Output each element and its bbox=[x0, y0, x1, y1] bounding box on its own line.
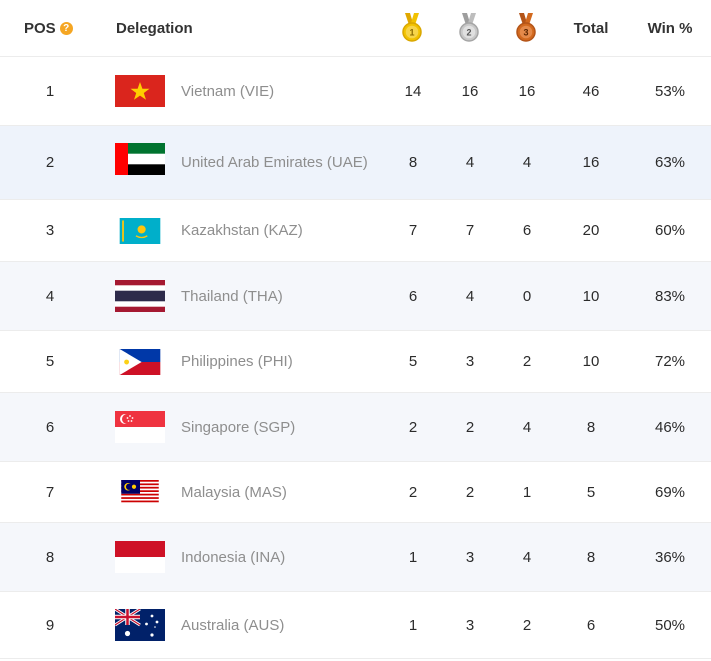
row-bronze: 2 bbox=[522, 616, 532, 634]
silver-medal-number: 2 bbox=[466, 28, 471, 38]
row-silver: 7 bbox=[465, 222, 475, 239]
silver-medal-icon[interactable]: 2 bbox=[458, 0, 480, 56]
row-total: 46 bbox=[582, 82, 600, 100]
row-gold: 2 bbox=[408, 483, 418, 501]
row-name[interactable]: Singapore (SGP) bbox=[181, 418, 296, 436]
row-pos: 5 bbox=[45, 353, 55, 370]
row-gold: 8 bbox=[408, 154, 418, 171]
row-bronze: 4 bbox=[522, 154, 532, 171]
flag-indonesia-icon bbox=[115, 523, 165, 591]
header-delegation[interactable]: Delegation bbox=[116, 19, 193, 37]
flag-malaysia-icon bbox=[115, 462, 165, 522]
row-bronze: 0 bbox=[522, 287, 532, 305]
row-total: 20 bbox=[582, 222, 600, 239]
table-row[interactable]: 5 Philippines (PHI) 5 3 2 10 72% bbox=[0, 331, 711, 393]
row-silver: 3 bbox=[465, 548, 475, 566]
row-bronze: 2 bbox=[522, 353, 532, 370]
row-total: 6 bbox=[586, 616, 596, 634]
flag-uae-icon bbox=[115, 126, 165, 175]
row-win: 50% bbox=[654, 616, 686, 634]
row-silver: 4 bbox=[465, 154, 475, 171]
row-win: 53% bbox=[654, 82, 686, 100]
header-win[interactable]: Win % bbox=[647, 19, 693, 37]
flag-australia-icon bbox=[115, 592, 165, 658]
row-win: 60% bbox=[654, 222, 686, 239]
table-row[interactable]: 3 Kazakhstan (KAZ) 7 7 6 20 60% bbox=[0, 200, 711, 262]
header-total[interactable]: Total bbox=[573, 19, 609, 37]
row-pos: 6 bbox=[45, 418, 55, 436]
row-win: 46% bbox=[654, 418, 686, 436]
row-name[interactable]: Philippines (PHI) bbox=[181, 353, 293, 370]
row-total: 10 bbox=[582, 287, 600, 305]
row-pos: 8 bbox=[45, 548, 55, 566]
row-total: 8 bbox=[586, 548, 596, 566]
row-pos: 4 bbox=[45, 287, 55, 305]
row-gold: 1 bbox=[408, 548, 418, 566]
header-pos[interactable]: POS ? bbox=[24, 0, 73, 56]
row-bronze: 1 bbox=[522, 483, 532, 501]
flag-kazakhstan-icon bbox=[115, 200, 165, 261]
row-pos: 7 bbox=[45, 483, 55, 501]
row-pos: 2 bbox=[45, 154, 55, 171]
row-win: 83% bbox=[654, 287, 686, 305]
row-silver: 2 bbox=[465, 483, 475, 501]
table-row[interactable]: 8 Indonesia (INA) 1 3 4 8 36% bbox=[0, 523, 711, 592]
bronze-medal-number: 3 bbox=[523, 28, 528, 38]
table-row[interactable]: 9 Australia (AUS) 1 3 2 6 50% bbox=[0, 592, 711, 659]
row-win: 72% bbox=[654, 353, 686, 370]
row-total: 16 bbox=[582, 154, 600, 171]
row-silver: 4 bbox=[465, 287, 475, 305]
row-silver: 16 bbox=[461, 82, 479, 100]
flag-singapore-icon bbox=[115, 393, 165, 461]
row-name[interactable]: Indonesia (INA) bbox=[181, 548, 286, 566]
help-icon[interactable]: ? bbox=[59, 21, 73, 35]
row-pos: 9 bbox=[45, 616, 55, 634]
row-name[interactable]: Thailand (THA) bbox=[181, 287, 283, 305]
table-row[interactable]: 6 Singapore (SGP) 2 2 4 8 46% bbox=[0, 393, 711, 462]
table-row[interactable]: 1 Vietnam (VIE) 14 16 16 46 53% bbox=[0, 57, 711, 126]
gold-medal-number: 1 bbox=[409, 28, 414, 38]
row-silver: 2 bbox=[465, 418, 475, 436]
row-win: 69% bbox=[654, 483, 686, 501]
row-bronze: 16 bbox=[518, 82, 536, 100]
row-win: 36% bbox=[654, 548, 686, 566]
row-silver: 3 bbox=[465, 353, 475, 370]
row-total: 10 bbox=[582, 353, 600, 370]
row-pos: 3 bbox=[45, 222, 55, 239]
row-gold: 14 bbox=[404, 82, 422, 100]
row-win: 63% bbox=[654, 154, 686, 171]
row-name[interactable]: Malaysia (MAS) bbox=[181, 483, 287, 501]
flag-thailand-icon bbox=[115, 262, 165, 330]
row-total: 5 bbox=[586, 483, 596, 501]
table-row[interactable]: 4 Thailand (THA) 6 4 0 10 83% bbox=[0, 262, 711, 331]
table-row[interactable]: 7 Malaysia (MAS) 2 2 1 5 69% bbox=[0, 462, 711, 523]
row-bronze: 6 bbox=[522, 222, 532, 239]
bronze-medal-icon[interactable]: 3 bbox=[515, 0, 537, 56]
row-gold: 6 bbox=[408, 287, 418, 305]
row-name[interactable]: United Arab Emirates (UAE) bbox=[181, 154, 368, 171]
flag-vietnam-icon bbox=[115, 57, 165, 125]
row-gold: 7 bbox=[408, 222, 418, 239]
row-bronze: 4 bbox=[522, 548, 532, 566]
row-gold: 2 bbox=[408, 418, 418, 436]
gold-medal-icon[interactable]: 1 bbox=[401, 0, 423, 56]
row-pos: 1 bbox=[45, 82, 55, 100]
table-header: POS ? Delegation 1 2 3 Total Win % bbox=[0, 0, 711, 57]
row-name[interactable]: Vietnam (VIE) bbox=[181, 82, 275, 100]
row-total: 8 bbox=[586, 418, 596, 436]
row-name[interactable]: Australia (AUS) bbox=[181, 616, 285, 634]
flag-philippines-icon bbox=[115, 331, 165, 392]
row-gold: 1 bbox=[408, 616, 418, 634]
row-gold: 5 bbox=[408, 353, 418, 370]
header-pos-label: POS bbox=[24, 19, 56, 37]
row-bronze: 4 bbox=[522, 418, 532, 436]
row-name[interactable]: Kazakhstan (KAZ) bbox=[181, 222, 303, 239]
row-silver: 3 bbox=[465, 616, 475, 634]
table-row[interactable]: 2 United Arab Emirates (UAE) 8 4 4 16 63… bbox=[0, 126, 711, 200]
